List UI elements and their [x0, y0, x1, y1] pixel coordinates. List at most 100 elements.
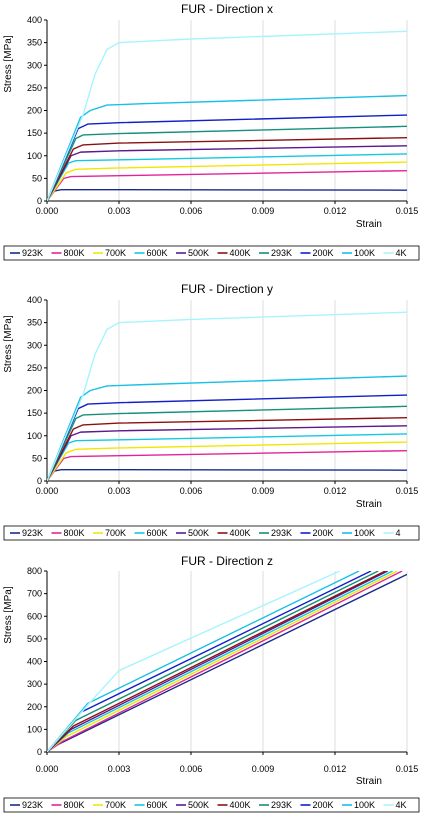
legend-label-100K: 100K — [354, 248, 375, 258]
series-line-600K — [47, 153, 407, 201]
x-axis-label: Strain — [356, 776, 382, 787]
series-line-400K — [47, 416, 407, 481]
y-tick-label: 300 — [27, 60, 42, 70]
x-tick-label: 0.009 — [252, 764, 275, 774]
y-axis-label: Stress [MPa] — [3, 315, 14, 372]
legend-label-4K: 4K — [396, 800, 407, 810]
y-tick-label: 200 — [27, 702, 42, 712]
legend-label-293K: 293K — [271, 248, 292, 258]
legend-label-800K: 800K — [64, 528, 85, 538]
legend-label-500K: 500K — [188, 800, 209, 810]
x-tick-label: 0.015 — [396, 764, 419, 774]
y-tick-label: 50 — [32, 173, 42, 183]
y-tick-label: 250 — [27, 83, 42, 93]
series-line-600K — [47, 433, 407, 481]
series-line-923K — [47, 468, 407, 481]
x-tick-label: 0.006 — [180, 206, 203, 216]
series-line-800K — [47, 169, 407, 201]
chart-direction-x: FUR - Direction x 0 50 100 150 200 250 300 350 40… — [3, 2, 420, 261]
y-tick-label: 100 — [27, 151, 42, 161]
y-tick-label: 0 — [37, 747, 42, 757]
series-line-800K — [47, 449, 407, 481]
y-tick-label: 400 — [27, 15, 42, 25]
series-line-400K — [47, 136, 407, 201]
legend-label-500K: 500K — [188, 248, 209, 258]
legend-box — [3, 525, 420, 541]
series-line-293K — [47, 405, 407, 481]
y-tick-label: 150 — [27, 408, 42, 418]
legend-label-600K: 600K — [147, 248, 168, 258]
x-tick-label: 0.006 — [180, 764, 203, 774]
x-tick-label: 0.003 — [108, 764, 131, 774]
y-tick-label: 400 — [27, 657, 42, 667]
legend-label-923K: 923K — [22, 800, 43, 810]
series-line-293K — [47, 125, 407, 201]
y-tick-label: 250 — [27, 363, 42, 373]
y-tick-label: 800 — [27, 566, 42, 576]
y-tick-label: 100 — [27, 724, 42, 734]
legend-box — [3, 245, 420, 261]
legend-label-4K: 4K — [396, 248, 407, 258]
y-axis-label: Stress [MPa] — [3, 35, 14, 92]
legend-label-200K: 200K — [313, 800, 334, 810]
x-tick-label: 0.012 — [324, 764, 347, 774]
y-tick-label: 200 — [27, 106, 42, 116]
legend-label-4: 4 — [396, 528, 401, 538]
y-tick-label: 200 — [27, 386, 42, 396]
y-tick-label: 0 — [37, 476, 42, 486]
y-tick-label: 50 — [32, 453, 42, 463]
x-tick-label: 0.009 — [252, 486, 275, 496]
legend-label-500K: 500K — [188, 528, 209, 538]
legend-label-293K: 293K — [271, 800, 292, 810]
x-tick-label: 0.012 — [324, 206, 347, 216]
y-tick-label: 350 — [27, 318, 42, 328]
legend-label-100K: 100K — [354, 800, 375, 810]
chart-direction-y: FUR - Direction y05010015020025030035040… — [3, 282, 420, 541]
legend-label-700K: 700K — [105, 528, 126, 538]
x-tick-label: 0.015 — [396, 206, 419, 216]
x-tick-label: 0.000 — [36, 764, 59, 774]
legend-label-600K: 600K — [147, 800, 168, 810]
y-tick-label: 300 — [27, 340, 42, 350]
legend-label-400K: 400K — [230, 528, 251, 538]
y-tick-label: 0 — [37, 196, 42, 206]
chart-title: FUR - Direction x — [181, 2, 273, 16]
legend-label-700K: 700K — [105, 248, 126, 258]
legend-label-200K: 200K — [313, 528, 334, 538]
x-tick-label: 0.015 — [396, 486, 419, 496]
x-tick-label: 0.009 — [252, 206, 275, 216]
legend-label-600K: 600K — [147, 528, 168, 538]
legend-label-923K: 923K — [22, 528, 43, 538]
chart-title: FUR - Direction z — [181, 554, 273, 568]
series-line-100K — [47, 375, 407, 481]
legend-label-700K: 700K — [105, 800, 126, 810]
x-tick-label: 0.012 — [324, 486, 347, 496]
chart-title: FUR - Direction y — [181, 282, 273, 296]
series-line-700K — [47, 161, 407, 201]
x-axis-label: Strain — [356, 499, 382, 510]
legend-label-400K: 400K — [230, 800, 251, 810]
legend-label-800K: 800K — [64, 800, 85, 810]
y-tick-label: 400 — [27, 295, 42, 305]
x-tick-label: 0.003 — [108, 206, 131, 216]
x-axis-label: Strain — [356, 219, 382, 230]
legend-label-400K: 400K — [230, 248, 251, 258]
y-tick-label: 600 — [27, 611, 42, 621]
series-line-4K — [47, 30, 407, 201]
y-tick-label: 100 — [27, 431, 42, 441]
series-line-100K — [47, 94, 407, 201]
x-tick-label: 0.000 — [36, 206, 59, 216]
y-tick-label: 150 — [27, 128, 42, 138]
series-line-4K — [47, 571, 341, 752]
series-line-700K — [47, 441, 407, 481]
legend-label-100K: 100K — [354, 528, 375, 538]
y-tick-label: 700 — [27, 589, 42, 599]
x-tick-label: 0.003 — [108, 486, 131, 496]
y-axis-label: Stress [MPa] — [3, 586, 14, 643]
legend-label-800K: 800K — [64, 248, 85, 258]
series-line-4 — [47, 311, 407, 481]
legend-label-200K: 200K — [313, 248, 334, 258]
series-line-923K — [47, 188, 407, 201]
legend-label-923K: 923K — [22, 248, 43, 258]
